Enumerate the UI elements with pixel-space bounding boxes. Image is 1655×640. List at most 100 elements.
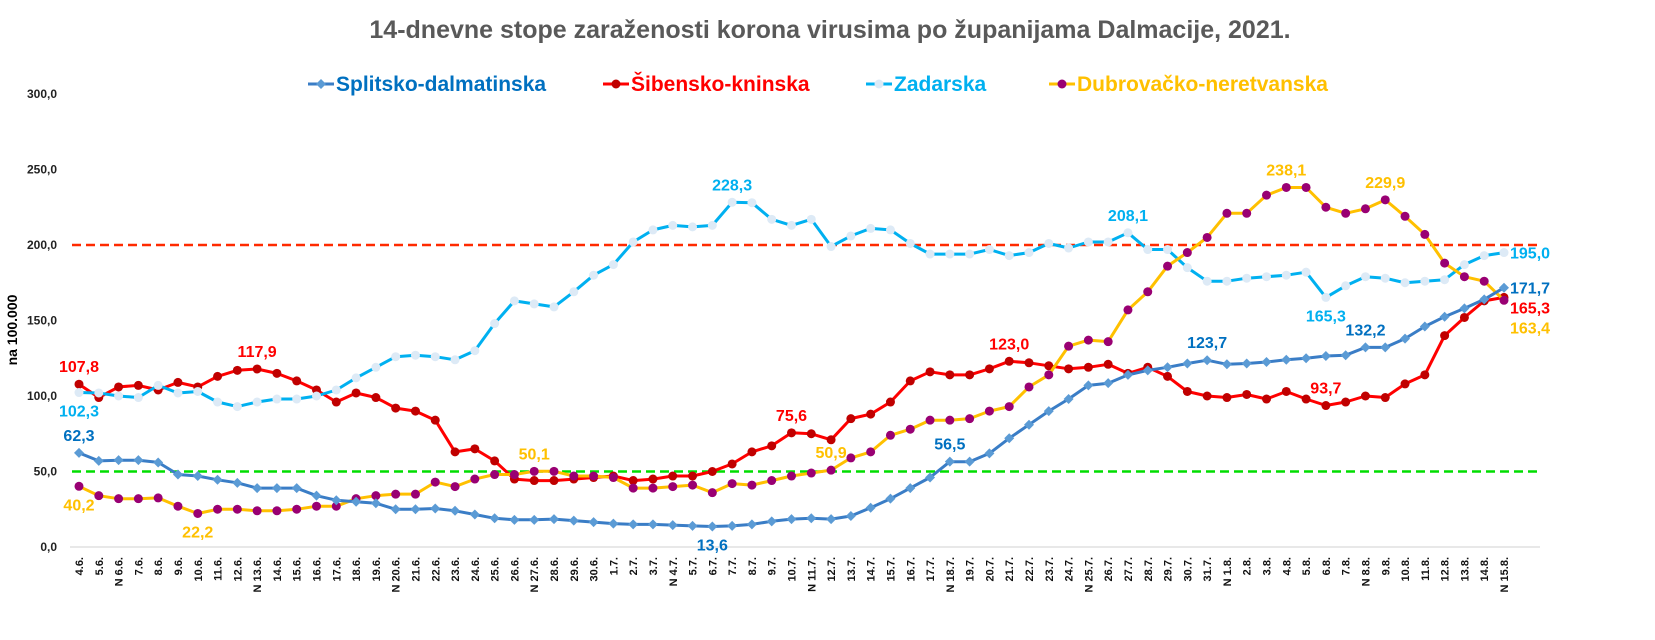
x-tick-label: 10.6. [193, 557, 205, 581]
data-point [252, 483, 263, 494]
data-point [1182, 263, 1192, 273]
data-point [747, 480, 757, 490]
data-point [1380, 195, 1390, 205]
data-point [312, 501, 321, 511]
x-tick-label: 17.7. [925, 557, 937, 581]
x-tick-label: 5.6. [94, 557, 106, 575]
x-tick-label: N 25.7. [1083, 557, 1095, 592]
data-point [1262, 394, 1271, 404]
data-point [331, 397, 341, 407]
data-point [1241, 358, 1252, 369]
data-point [489, 513, 500, 524]
data-point [1281, 270, 1291, 280]
legend-marker-icon [1057, 79, 1067, 89]
data-point [113, 455, 124, 466]
data-point [1341, 397, 1351, 407]
data-point [410, 406, 420, 416]
x-tick-label: 5.7. [688, 557, 700, 575]
data-point [806, 513, 817, 524]
data-point [846, 414, 856, 424]
data-point [450, 355, 460, 365]
data-point [371, 362, 381, 372]
data-point [1341, 281, 1351, 291]
y-tick-label: 100,0 [27, 389, 57, 403]
data-point [866, 223, 876, 233]
x-tick-label: 7.6. [133, 557, 145, 575]
data-point [1301, 182, 1311, 192]
data-point [628, 519, 639, 530]
data-label: 56,5 [934, 437, 965, 454]
data-point [1103, 237, 1113, 247]
data-label: 107,8 [59, 359, 99, 376]
data-point [766, 516, 777, 527]
x-tick-label: 19.6. [371, 557, 383, 581]
x-tick-label: 16.7. [905, 557, 917, 581]
x-tick-label: 29.6. [569, 557, 581, 581]
data-label: 22,2 [182, 524, 213, 541]
data-point [469, 509, 480, 520]
data-point [786, 514, 797, 525]
data-point [391, 489, 401, 499]
data-label: 132,2 [1345, 322, 1385, 339]
data-point [193, 386, 203, 396]
data-point [410, 350, 420, 360]
data-label: 163,4 [1510, 321, 1550, 338]
data-point [133, 380, 143, 390]
x-tick-label: 7.8. [1341, 557, 1353, 575]
data-point [311, 490, 322, 501]
data-point [470, 444, 480, 454]
x-tick-label: 26.7. [1103, 557, 1115, 581]
data-point [1004, 402, 1014, 412]
data-point [1262, 190, 1271, 200]
data-point [984, 245, 994, 255]
data-point [767, 214, 777, 224]
data-point [1301, 394, 1311, 404]
data-point [866, 409, 876, 419]
data-point [1163, 245, 1173, 255]
data-point [707, 521, 718, 532]
data-point [1360, 272, 1370, 282]
data-point [133, 494, 143, 504]
x-tick-label: N 27.6. [529, 557, 541, 592]
legend-item-3: Dubrovačko-neretvanska [1049, 73, 1328, 96]
data-point [1400, 379, 1410, 389]
data-point [192, 471, 203, 482]
data-point [173, 377, 183, 387]
data-point [668, 482, 678, 492]
data-point [1400, 333, 1411, 344]
data-point [885, 225, 895, 235]
data-point [1123, 228, 1133, 238]
y-tick-label: 200,0 [27, 238, 57, 252]
x-tick-label: 26.6. [509, 557, 521, 581]
x-tick-label: 8.6. [153, 557, 165, 575]
x-tick-label: 21.6. [410, 557, 422, 581]
data-point [1281, 354, 1292, 365]
data-point [94, 388, 104, 398]
data-point [1024, 419, 1034, 430]
x-tick-label: 28.6. [549, 557, 561, 581]
data-point [74, 388, 84, 398]
data-point [707, 220, 717, 230]
data-point [826, 242, 836, 252]
data-point [747, 198, 757, 208]
x-tick-label: 9.7. [767, 557, 779, 575]
data-point [787, 428, 796, 438]
data-point [173, 388, 183, 398]
data-point [1301, 267, 1311, 277]
data-point [1400, 211, 1410, 221]
data-point [628, 476, 638, 486]
x-tick-label: 3.7. [648, 557, 660, 575]
legend-label: Zadarska [894, 73, 987, 96]
data-point [787, 220, 796, 230]
x-tick-label: 25.6. [490, 557, 502, 581]
data-point [212, 474, 223, 485]
data-point [866, 447, 876, 457]
data-point [529, 514, 540, 525]
data-point [1261, 357, 1272, 368]
data-point [628, 237, 638, 247]
data-point [1459, 312, 1469, 322]
data-point [925, 472, 936, 483]
data-point [905, 424, 915, 434]
data-point [925, 367, 935, 377]
data-point [193, 508, 203, 518]
